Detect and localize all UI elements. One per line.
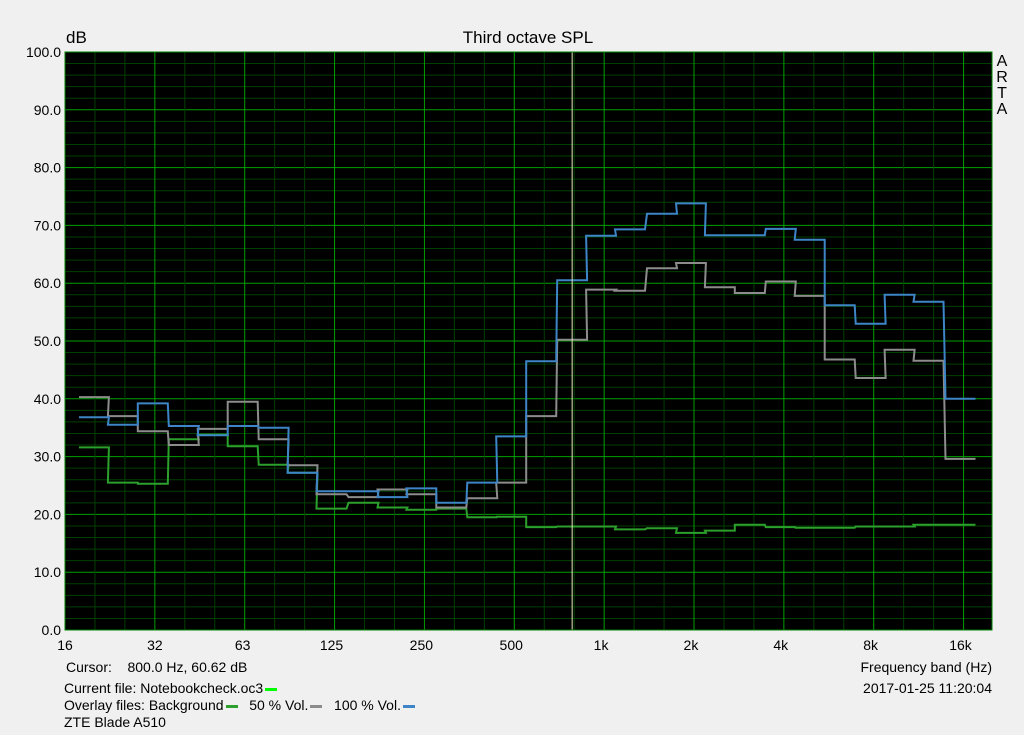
x-tick-label: 250	[410, 637, 434, 653]
current-file-swatch	[265, 687, 278, 691]
grid	[64, 51, 992, 631]
50-vol-swatch	[310, 704, 323, 708]
y-tick-label: 40.0	[34, 391, 61, 407]
series-group	[79, 202, 976, 534]
x-tick-label: 32	[147, 637, 163, 653]
y-tick-label: 100.0	[26, 44, 61, 60]
svg-text:R: R	[996, 69, 1008, 86]
overlay-100: 100 % Vol.	[334, 697, 401, 713]
timestamp: 2017-01-25 11:20:04	[863, 680, 992, 696]
y-tick-label: 70.0	[34, 217, 61, 233]
series-background	[79, 433, 976, 534]
svg-text:A: A	[997, 101, 1008, 118]
chart-title: Third octave SPL	[463, 28, 593, 47]
y-tick-label: 0.0	[42, 622, 62, 638]
x-tick-label: 4k	[773, 637, 789, 653]
x-tick-label: 16k	[949, 637, 973, 653]
x-axis-label: Frequency band (Hz)	[860, 659, 992, 675]
x-tick-label: 16	[57, 637, 73, 653]
background-swatch	[225, 704, 238, 708]
y-tick-label: 20.0	[34, 506, 61, 522]
y-tick-label: 80.0	[34, 160, 61, 176]
x-tick-label: 1k	[594, 637, 610, 653]
x-tick-label: 63	[235, 637, 251, 653]
x-tick-label: 8k	[863, 637, 879, 653]
device-name: ZTE Blade A510	[64, 714, 166, 730]
svg-text:A: A	[997, 53, 1008, 70]
ticks: 0.0 10.0 20.0 30.0 40.0 50.0 60.0 70.0 80.0 90.0 1…	[26, 44, 973, 653]
current-file-label: Current file: Notebookcheck.oc3	[64, 680, 264, 696]
x-tick-label: 125	[320, 637, 344, 653]
y-tick-label: 10.0	[34, 564, 61, 580]
cursor-value: 800.0 Hz, 60.62 dB	[127, 659, 248, 675]
cursor-readout: Cursor: 800.0 Hz, 60.62 dB	[66, 659, 247, 675]
x-tick-label: 500	[500, 637, 524, 653]
cursor-label: Cursor:	[66, 659, 112, 675]
x-tick-label: 2k	[684, 637, 700, 653]
y-axis-label: dB	[66, 28, 87, 47]
overlay-background: Background	[148, 697, 224, 713]
100-vol-swatch	[402, 704, 415, 708]
y-tick-label: 30.0	[34, 449, 61, 465]
y-tick-label: 50.0	[34, 333, 61, 349]
y-tick-label: 60.0	[34, 275, 61, 291]
overlay-50: 50 % Vol.	[249, 697, 309, 713]
y-tick-label: 90.0	[34, 102, 61, 118]
series-100-vol-	[79, 202, 976, 504]
overlay-files: Overlay files: Background 50 % Vol. 100 …	[64, 697, 415, 713]
svg-text:T: T	[997, 85, 1007, 102]
series-50-vol-	[79, 262, 976, 509]
current-file: Current file: Notebookcheck.oc3	[64, 680, 278, 696]
overlay-label: Overlay files:	[64, 697, 145, 713]
